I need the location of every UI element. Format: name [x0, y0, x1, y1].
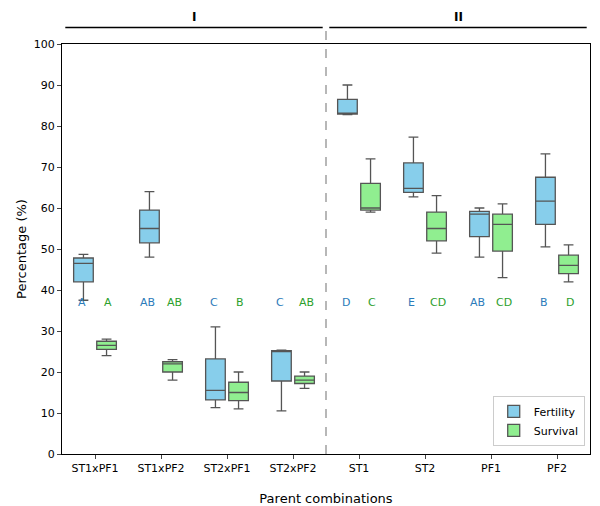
svg-text:D: D: [566, 296, 574, 309]
svg-text:B: B: [236, 296, 244, 309]
svg-text:0: 0: [48, 448, 55, 461]
svg-text:80: 80: [41, 120, 55, 133]
svg-text:20: 20: [41, 366, 55, 379]
svg-text:Survival: Survival: [534, 425, 578, 438]
svg-text:Percentage (%): Percentage (%): [14, 199, 29, 299]
svg-text:AB: AB: [470, 296, 485, 309]
svg-text:50: 50: [41, 243, 55, 256]
svg-text:ST1xPF1: ST1xPF1: [71, 462, 118, 475]
svg-text:D: D: [342, 296, 350, 309]
svg-text:90: 90: [41, 79, 55, 92]
svg-text:CD: CD: [496, 296, 512, 309]
svg-text:40: 40: [41, 284, 55, 297]
svg-text:PF1: PF1: [481, 462, 501, 475]
svg-text:PF2: PF2: [547, 462, 567, 475]
svg-text:10: 10: [41, 407, 55, 420]
svg-text:ST2: ST2: [415, 462, 436, 475]
svg-text:A: A: [78, 296, 86, 309]
svg-text:CD: CD: [430, 296, 446, 309]
svg-text:ST2xPF1: ST2xPF1: [203, 462, 250, 475]
svg-text:30: 30: [41, 325, 55, 338]
svg-text:A: A: [104, 296, 112, 309]
svg-text:AB: AB: [140, 296, 155, 309]
svg-text:AB: AB: [167, 296, 182, 309]
svg-text:Fertility: Fertility: [534, 406, 576, 419]
svg-text:ST1xPF2: ST1xPF2: [137, 462, 184, 475]
svg-text:100: 100: [34, 38, 55, 51]
svg-text:Parent combinations: Parent combinations: [259, 491, 392, 506]
svg-text:C: C: [210, 296, 218, 309]
svg-text:ST2xPF2: ST2xPF2: [269, 462, 316, 475]
svg-text:C: C: [276, 296, 284, 309]
svg-text:AB: AB: [299, 296, 314, 309]
svg-text:B: B: [540, 296, 548, 309]
svg-text:60: 60: [41, 202, 55, 215]
svg-text:I: I: [192, 10, 196, 24]
svg-text:C: C: [368, 296, 376, 309]
svg-text:E: E: [408, 296, 415, 309]
svg-text:II: II: [454, 10, 463, 24]
svg-text:ST1: ST1: [349, 462, 370, 475]
svg-text:70: 70: [41, 161, 55, 174]
